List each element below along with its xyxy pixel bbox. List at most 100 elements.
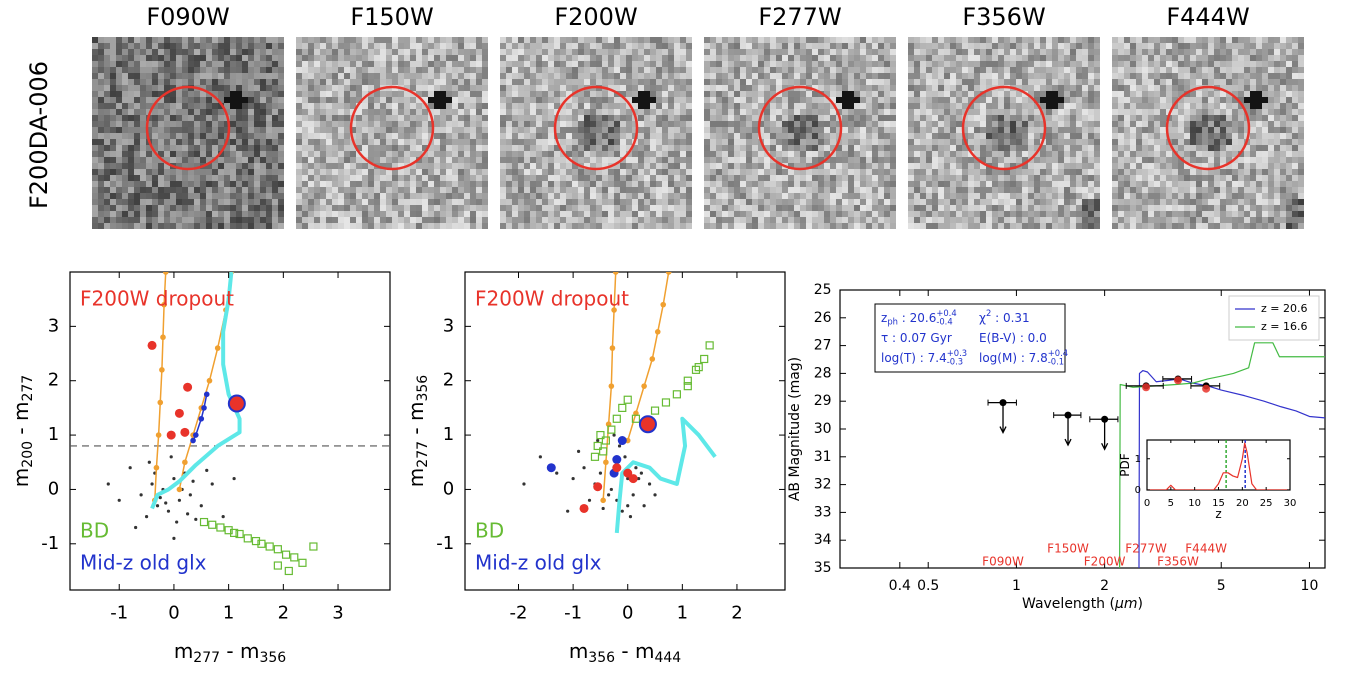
pixel — [134, 139, 140, 145]
pixel — [836, 55, 842, 61]
pixel — [302, 97, 308, 103]
pixel — [356, 61, 362, 67]
pixel — [818, 109, 824, 115]
pixel — [992, 199, 998, 205]
pixel — [680, 79, 686, 85]
pixel — [1016, 61, 1022, 67]
pixel — [476, 121, 482, 127]
pixel — [842, 157, 848, 163]
pixel — [944, 79, 950, 85]
pixel — [662, 133, 668, 139]
pixel — [188, 103, 194, 109]
pixel — [446, 217, 452, 223]
pixel — [962, 73, 968, 79]
pixel — [776, 145, 782, 151]
pixel — [620, 103, 626, 109]
pixel — [560, 127, 566, 133]
pixel — [344, 211, 350, 217]
pixel — [860, 127, 866, 133]
pixel — [728, 49, 734, 55]
pixel — [398, 175, 404, 181]
pixel — [890, 97, 896, 103]
pixel — [740, 157, 746, 163]
pixel — [170, 205, 176, 211]
pixel — [770, 181, 776, 187]
pixel — [122, 43, 128, 49]
pixel — [356, 187, 362, 193]
pixel — [368, 37, 374, 43]
pixel — [356, 211, 362, 217]
pixel — [956, 175, 962, 181]
pixel — [878, 43, 884, 49]
pixel — [230, 133, 236, 139]
pixel — [500, 223, 506, 229]
pixel — [734, 181, 740, 187]
pixel — [866, 109, 872, 115]
pixel — [1064, 109, 1070, 115]
pixel — [1004, 43, 1010, 49]
pixel — [500, 91, 506, 97]
pixel — [1010, 223, 1016, 229]
pixel — [554, 157, 560, 163]
pixel — [1046, 79, 1052, 85]
pixel — [728, 55, 734, 61]
pixel — [314, 205, 320, 211]
pixel — [686, 61, 692, 67]
pixel — [146, 85, 152, 91]
pixel — [260, 103, 266, 109]
pixel — [842, 61, 848, 67]
pixel — [134, 97, 140, 103]
pixel — [752, 97, 758, 103]
pixel — [326, 55, 332, 61]
pixel — [806, 145, 812, 151]
pixel — [542, 97, 548, 103]
pixel — [734, 133, 740, 139]
pixel — [632, 205, 638, 211]
pixel — [212, 205, 218, 211]
pixel — [1010, 169, 1016, 175]
pixel — [824, 103, 830, 109]
pixel — [764, 115, 770, 121]
pixel — [452, 193, 458, 199]
pixel — [458, 103, 464, 109]
pixel — [890, 139, 896, 145]
pixel — [380, 103, 386, 109]
pixel — [332, 151, 338, 157]
pixel — [332, 187, 338, 193]
pixel — [1064, 43, 1070, 49]
pixel — [218, 217, 224, 223]
pixel — [1064, 151, 1070, 157]
pixel — [320, 145, 326, 151]
pixel — [338, 187, 344, 193]
pixel — [140, 175, 146, 181]
pixel — [962, 163, 968, 169]
pixel — [338, 217, 344, 223]
pixel — [350, 151, 356, 157]
pixel — [776, 109, 782, 115]
pixel — [866, 85, 872, 91]
pixel — [728, 169, 734, 175]
pixel — [734, 67, 740, 73]
pixel — [746, 127, 752, 133]
pixel — [722, 127, 728, 133]
pixel — [302, 187, 308, 193]
pixel — [740, 211, 746, 217]
pixel — [872, 67, 878, 73]
pixel — [740, 139, 746, 145]
pixel — [1028, 187, 1034, 193]
pixel — [260, 37, 266, 43]
pixel — [470, 181, 476, 187]
pixel — [530, 73, 536, 79]
pixel — [320, 187, 326, 193]
pixel — [182, 139, 188, 145]
pixel — [128, 169, 134, 175]
pixel — [278, 181, 284, 187]
pixel — [1016, 67, 1022, 73]
pixel — [842, 163, 848, 169]
pixel — [662, 139, 668, 145]
pixel — [914, 61, 920, 67]
pixel — [746, 145, 752, 151]
pixel — [644, 103, 650, 109]
pixel — [116, 181, 122, 187]
pixel — [716, 115, 722, 121]
